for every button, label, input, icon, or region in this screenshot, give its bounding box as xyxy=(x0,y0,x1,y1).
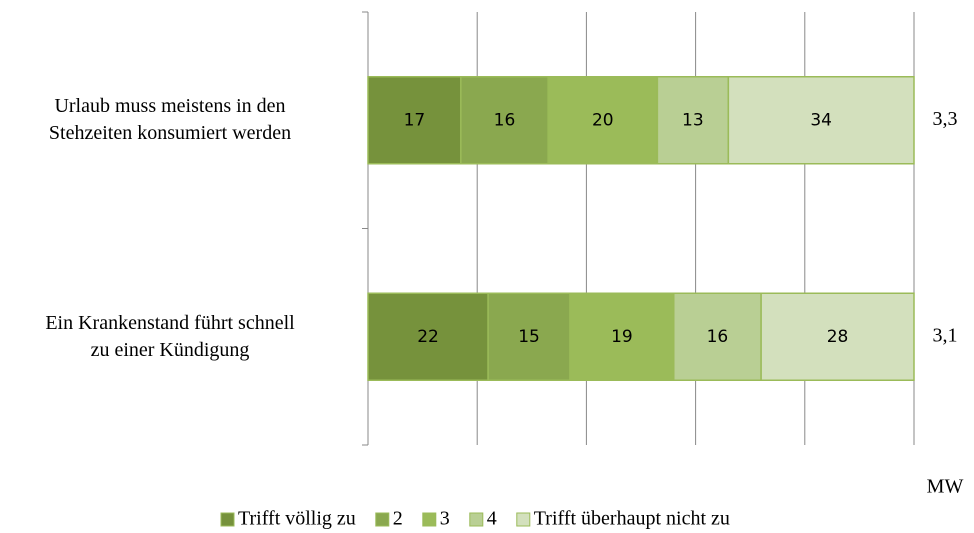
bar-segment xyxy=(727,76,915,165)
legend-label: Trifft völlig zu xyxy=(238,508,356,530)
category-label: Ein Krankenstand führt schnell zu einer … xyxy=(45,311,295,361)
data-label: 34 xyxy=(810,110,832,130)
bar-segment xyxy=(760,292,915,381)
data-label: 22 xyxy=(417,327,439,347)
data-label: 15 xyxy=(518,327,540,347)
data-label: 28 xyxy=(827,327,849,347)
category-label: Urlaub muss meistens in den Stehzeiten k… xyxy=(48,95,292,145)
bar-segment xyxy=(656,76,730,165)
legend-swatch xyxy=(516,512,531,527)
legend-label: Trifft überhaupt nicht zu xyxy=(534,508,730,530)
bar-segment xyxy=(487,292,571,381)
legend-swatch xyxy=(375,512,390,527)
legend-swatch xyxy=(469,512,484,527)
data-label: 17 xyxy=(404,110,426,130)
legend-swatch xyxy=(422,512,437,527)
bar-segment xyxy=(673,292,762,381)
bar-segment xyxy=(460,76,549,165)
mean-label: 3,3 xyxy=(933,108,958,130)
legend-label: 4 xyxy=(487,508,497,530)
legend-label: 2 xyxy=(393,508,403,530)
data-label: 16 xyxy=(494,110,516,130)
data-label: 19 xyxy=(611,327,633,347)
data-label: 13 xyxy=(682,110,704,130)
mean-label: 3,1 xyxy=(933,324,958,346)
annotation-title: MW xyxy=(927,476,964,498)
legend-swatch xyxy=(220,512,235,527)
legend-label: 3 xyxy=(440,508,450,530)
data-label: 20 xyxy=(592,110,614,130)
data-label: 16 xyxy=(707,327,729,347)
bar-segment xyxy=(547,76,659,165)
bar-segment xyxy=(367,292,489,381)
bar-segment xyxy=(569,292,675,381)
